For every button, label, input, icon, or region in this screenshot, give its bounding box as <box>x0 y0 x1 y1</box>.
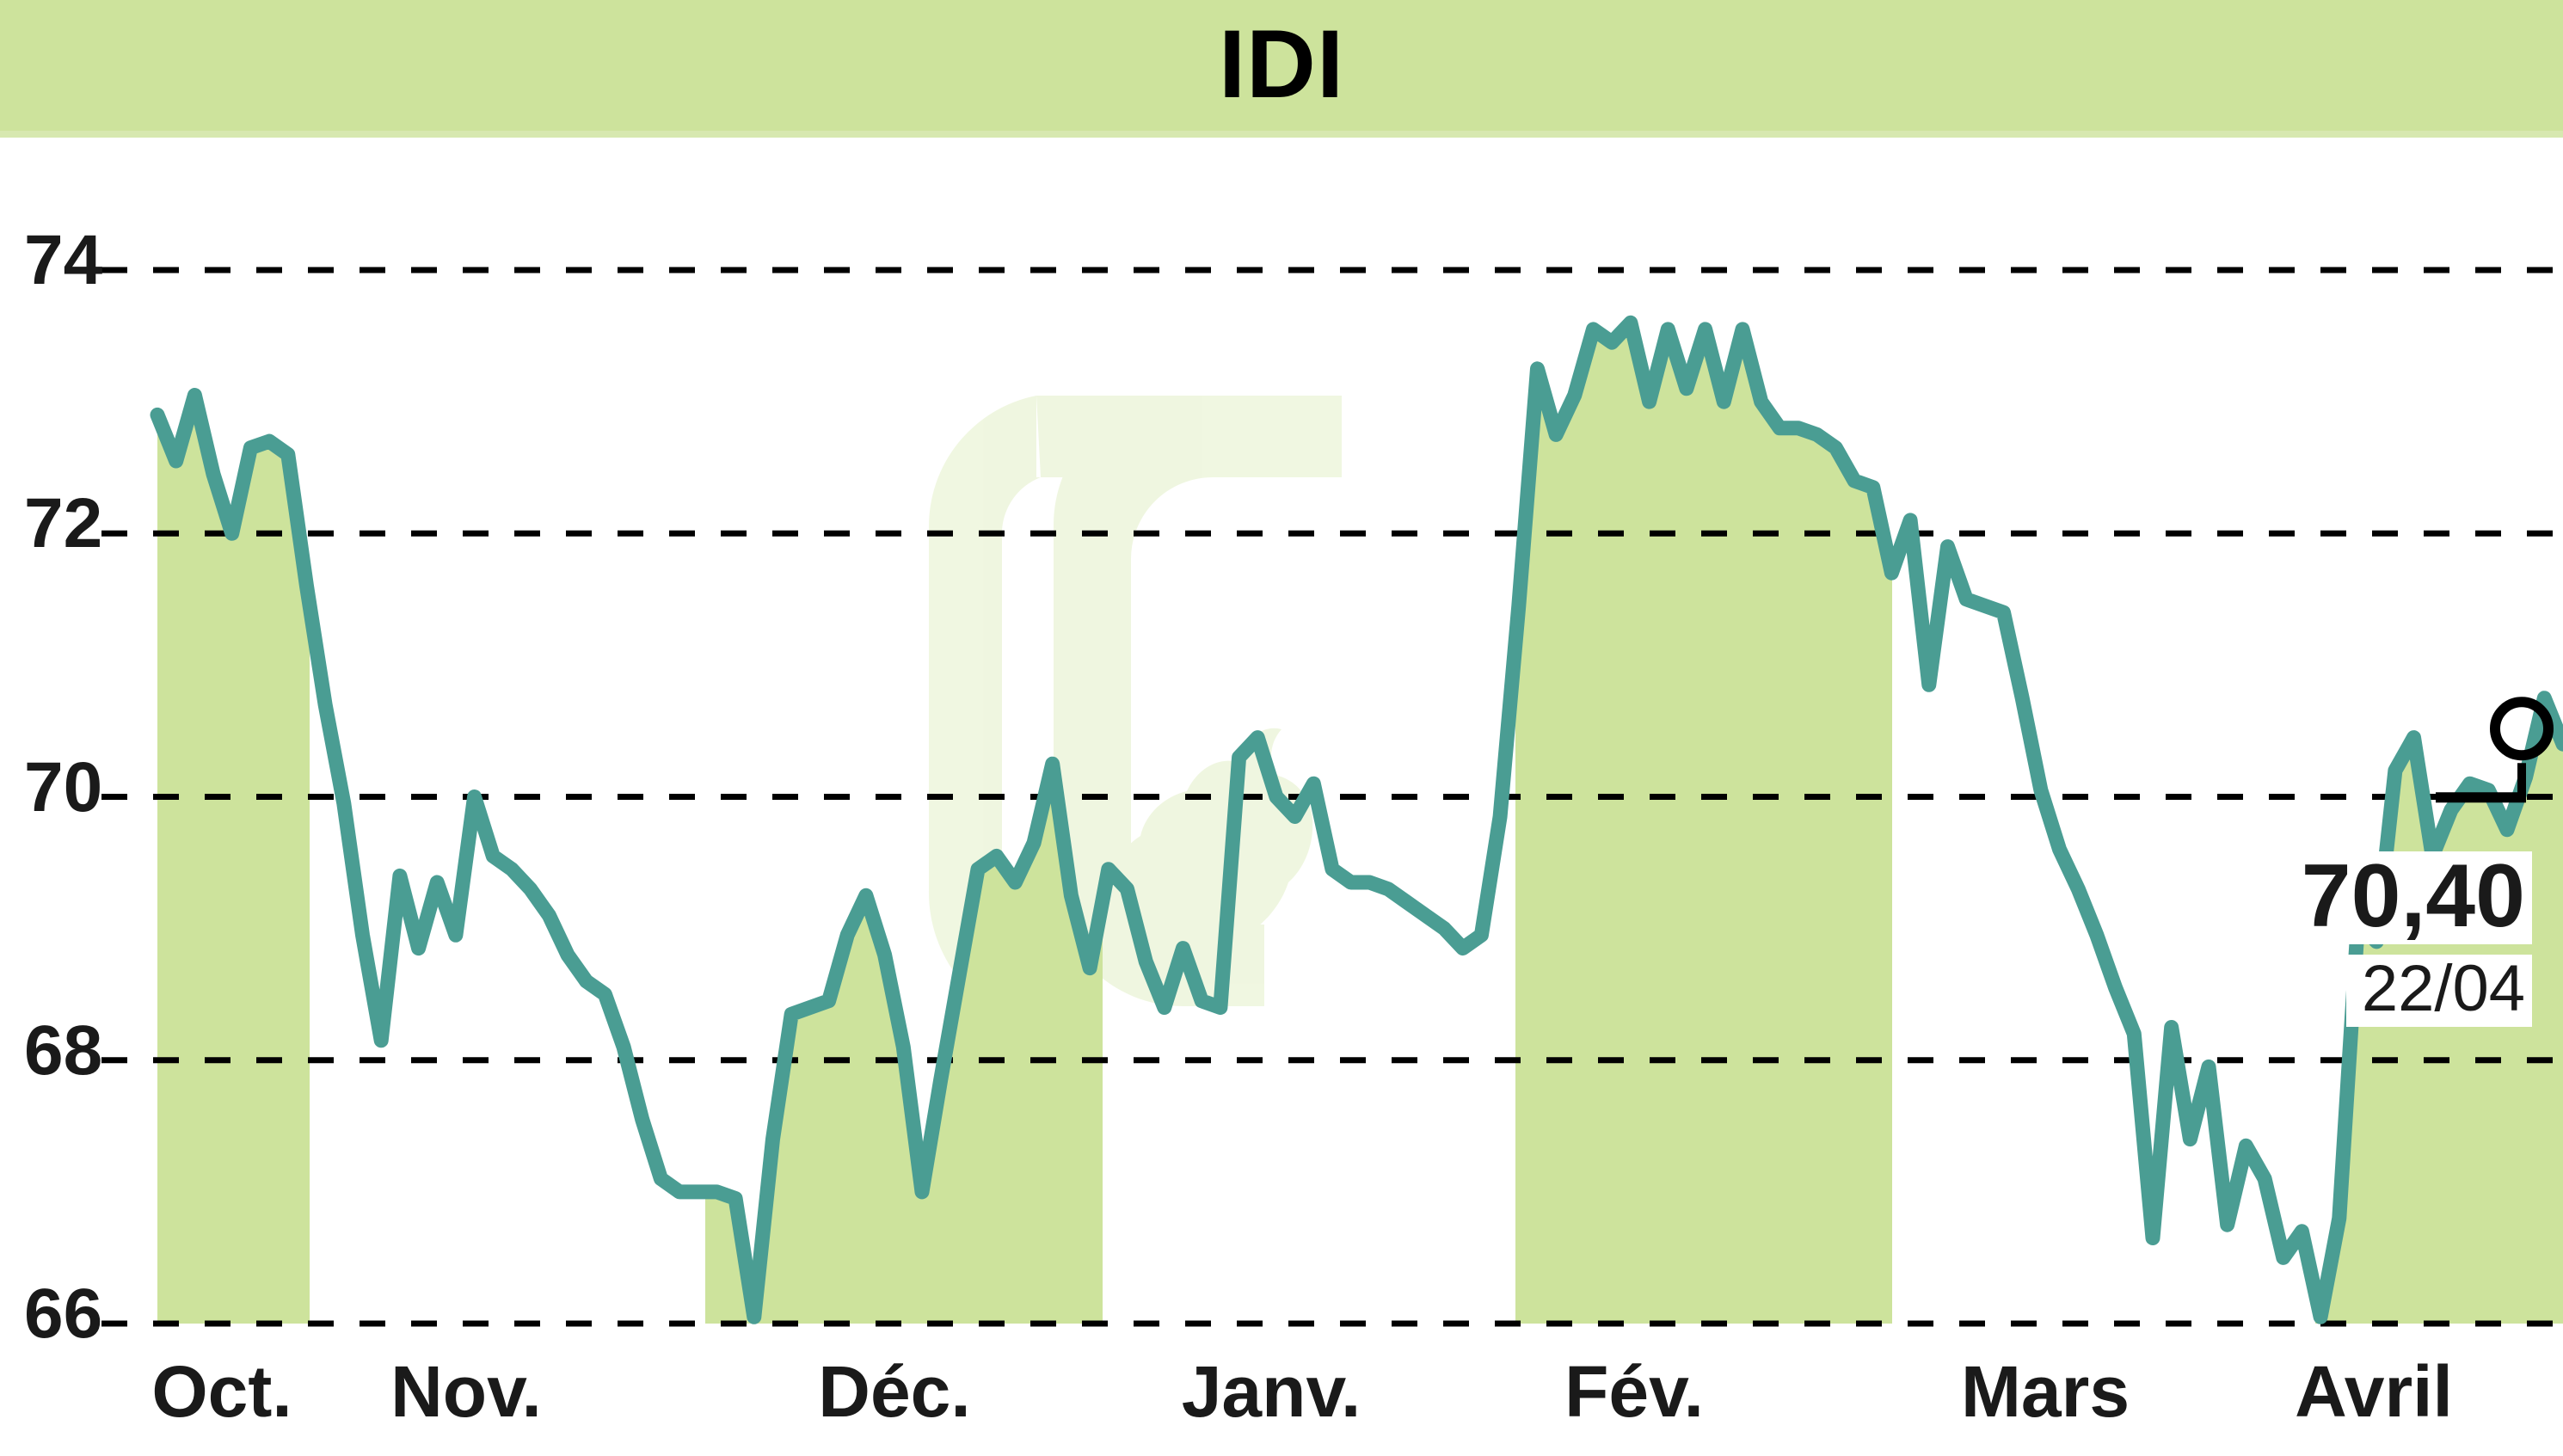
x-axis-tick-label: Oct. <box>151 1351 292 1432</box>
x-axis-tick-label: Avril <box>2295 1351 2453 1432</box>
price-line <box>150 315 2563 1324</box>
x-axis-tick-label: Janv. <box>1181 1351 1361 1432</box>
y-axis-tick-label: 66 <box>24 1275 103 1353</box>
last-price-date: 22/04 <box>2345 955 2532 1027</box>
page-title: IDI <box>1218 10 1345 118</box>
x-axis-tick-label: Mars <box>1960 1351 2130 1432</box>
y-axis-tick-label: 74 <box>24 221 103 299</box>
y-axis-tick-label: 68 <box>24 1011 103 1090</box>
x-axis-tick-label: Déc. <box>818 1351 971 1432</box>
area-fill-layer <box>157 323 2563 1324</box>
last-price-value: 70,40 <box>2285 851 2532 944</box>
price-chart-svg <box>101 267 2563 1327</box>
y-axis-tick-label: 70 <box>24 747 103 826</box>
header-divider <box>0 131 2563 138</box>
header-band <box>0 0 2563 131</box>
chart-plot-area <box>0 138 2563 1456</box>
y-axis-tick-label: 72 <box>24 484 103 563</box>
x-axis-tick-label: Fév. <box>1564 1351 1704 1432</box>
x-axis-tick-label: Nov. <box>390 1351 542 1432</box>
last-price-marker <box>2436 697 2554 803</box>
